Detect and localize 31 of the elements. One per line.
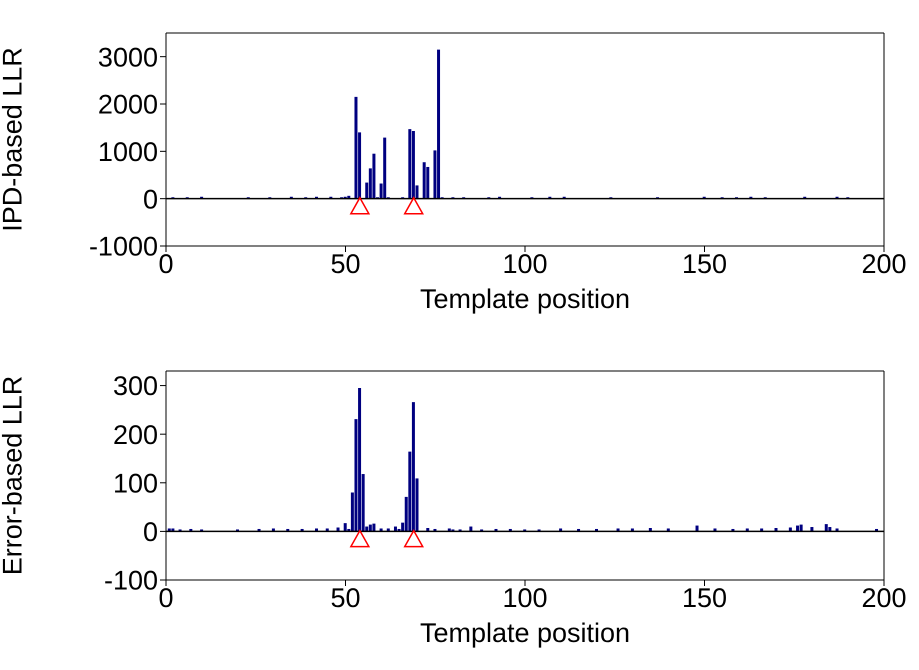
y-tick-label: -1000 [88, 232, 158, 262]
bar [412, 130, 415, 199]
y-tick-label: 100 [112, 468, 158, 498]
bar [408, 129, 412, 199]
y-tick-label: -100 [104, 566, 158, 596]
bar [383, 138, 386, 199]
y-tick-label: 1000 [98, 136, 158, 167]
x-tick-label: 50 [330, 583, 361, 614]
y-tick-label: 0 [142, 184, 158, 214]
x-axis-title: Template position [420, 284, 630, 314]
x-tick-label: 50 [330, 249, 361, 280]
y-axis-title: IPD-based LLR [0, 47, 28, 232]
y-tick-label: 2000 [98, 90, 158, 120]
y-axis-title: Error-based LLR [0, 376, 28, 576]
x-tick-label: 100 [502, 249, 548, 280]
x-axis-title: Template position [420, 618, 630, 648]
bar [422, 162, 426, 199]
bar [354, 96, 358, 199]
bar [437, 50, 440, 199]
x-tick-label: 150 [682, 583, 728, 614]
bar [412, 402, 415, 532]
x-tick-label: 150 [682, 249, 728, 280]
y-tick-label: 0 [142, 516, 158, 547]
x-tick-label: 200 [861, 583, 907, 614]
x-tick-label: 100 [502, 583, 548, 614]
y-tick-label: 300 [112, 371, 158, 402]
bar [358, 388, 362, 532]
bar [372, 154, 376, 199]
y-tick-label: 200 [112, 420, 158, 450]
x-tick-label: 200 [861, 249, 907, 280]
y-tick-label: 3000 [98, 42, 158, 72]
